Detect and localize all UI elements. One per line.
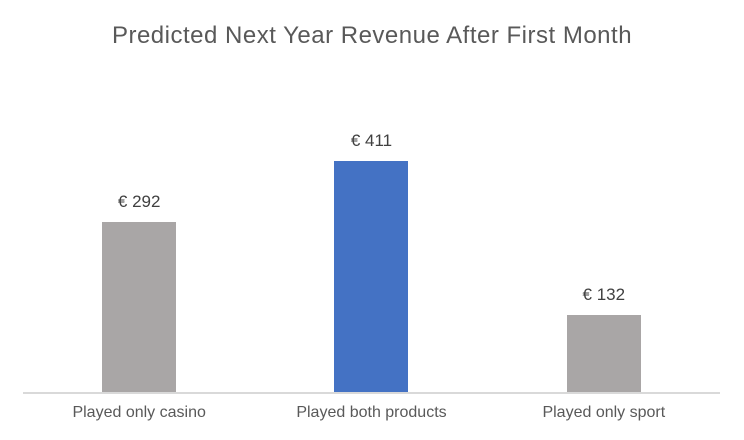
bars-container: € 292 € 411 € 132 — [23, 130, 720, 392]
bar-column: € 292 — [23, 130, 255, 392]
bar-value-label: € 132 — [582, 285, 626, 304]
bar — [566, 315, 641, 392]
x-tick-label: Played only sport — [542, 404, 666, 421]
bar — [334, 161, 409, 392]
x-tick-label: Played both products — [296, 404, 447, 421]
bar-column: € 411 — [255, 130, 487, 392]
x-tick-label: Played only casino — [72, 404, 206, 421]
x-axis-labels: Played only casino Played both products Pl… — [23, 403, 720, 423]
chart-title: Predicted Next Year Revenue After First … — [111, 22, 633, 49]
bar-value-label: € 292 — [117, 192, 161, 211]
bar-value-label: € 411 — [350, 131, 393, 150]
plot-area: € 292 € 411 € 132 Played only casino Played… — [23, 130, 720, 421]
bar-column: € 132 — [488, 130, 720, 392]
bar — [102, 222, 177, 392]
x-axis-line — [23, 392, 720, 394]
